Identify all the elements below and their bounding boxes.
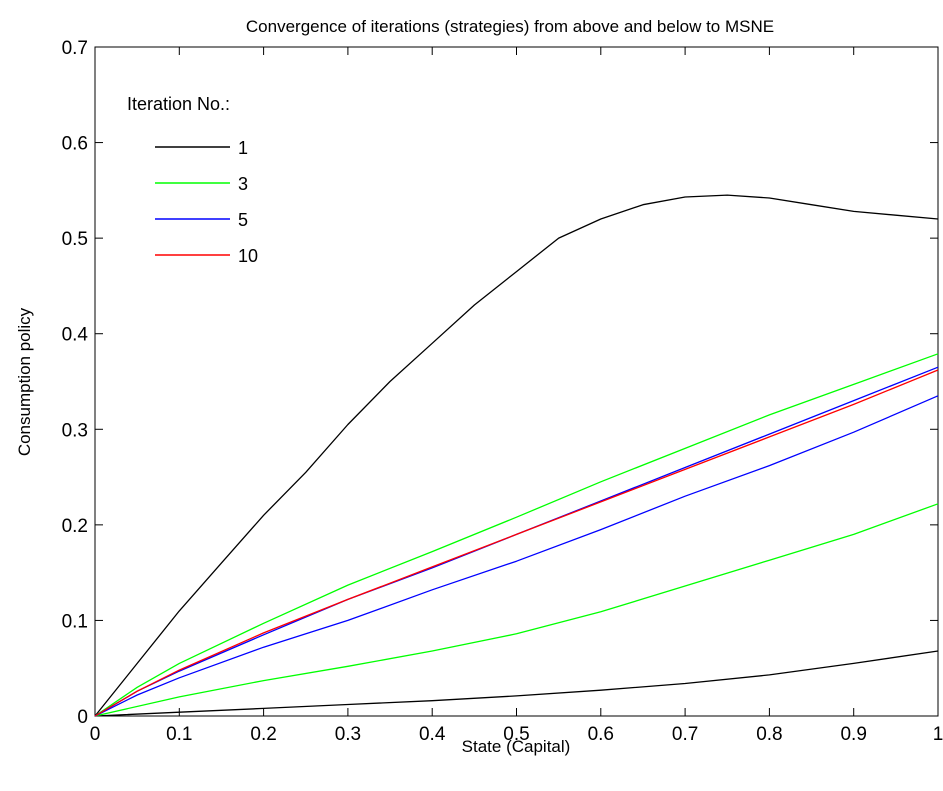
x-tick-label: 0.7	[672, 724, 698, 745]
series-line-3	[94, 353, 939, 717]
x-tick-label: 0.8	[756, 724, 782, 745]
legend-title: Iteration No.:	[127, 94, 230, 114]
y-axis: 0 0.1 0.2 0.3 0.4 0.5 0.6 0.7	[62, 38, 938, 728]
y-tick-label: 0.2	[62, 516, 88, 537]
series-line-5	[94, 395, 939, 717]
y-tick-label: 0.7	[62, 38, 88, 59]
legend-label: 10	[238, 246, 258, 266]
legend-label: 5	[238, 210, 248, 230]
plot-area	[94, 46, 939, 717]
x-tick-label: 1	[933, 724, 943, 745]
x-tick-label: 0.4	[419, 724, 446, 745]
chart-title: Convergence of iterations (strategies) f…	[246, 17, 774, 36]
x-axis-label: State (Capital)	[462, 737, 571, 756]
series-line-3	[94, 503, 939, 717]
series-line-1	[94, 650, 939, 717]
series-line-10	[94, 369, 939, 717]
y-tick-label: 0.6	[62, 134, 88, 155]
legend-label: 3	[238, 174, 248, 194]
y-tick-label: 0.5	[62, 229, 88, 250]
legend-label: 1	[238, 138, 248, 158]
x-tick-label: 0.3	[335, 724, 361, 745]
y-tick-label: 0.3	[62, 420, 88, 441]
x-tick-label: 0.5	[503, 724, 529, 745]
x-axis: 0 0.1 0.2 0.3 0.4 0.5 0.6 0.7 0.8 0.9 1	[90, 47, 943, 745]
series-line-1	[94, 194, 939, 717]
y-tick-label: 0.4	[62, 325, 89, 346]
legend: Iteration No.: 1 3 5 10	[127, 94, 258, 266]
x-tick-label: 0.2	[250, 724, 276, 745]
x-tick-label: 0	[90, 724, 101, 745]
x-tick-label: 0.1	[166, 724, 192, 745]
x-tick-label: 0.9	[840, 724, 866, 745]
y-tick-label: 0.1	[62, 611, 88, 632]
y-tick-label: 0	[77, 707, 88, 728]
x-tick-label: 0.6	[588, 724, 614, 745]
y-axis-label: Consumption policy	[15, 307, 34, 456]
series-layer	[94, 194, 939, 717]
